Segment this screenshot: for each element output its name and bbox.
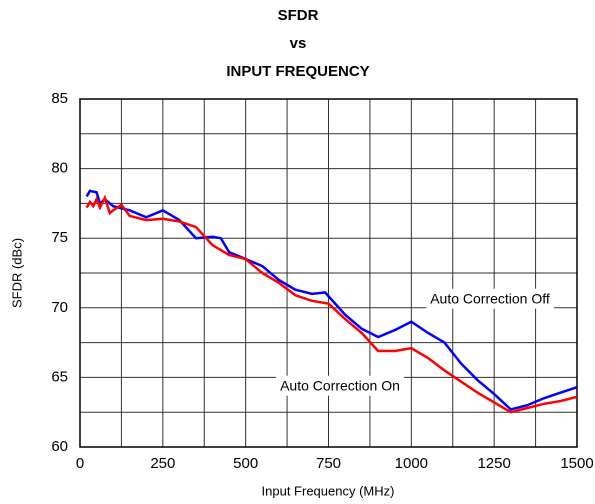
- chart-title: SFDR: [278, 7, 319, 24]
- y-tick-label: 85: [51, 90, 68, 107]
- y-tick-label: 75: [51, 229, 68, 246]
- x-tick-label: 1500: [560, 455, 593, 472]
- x-tick-label: 500: [233, 455, 258, 472]
- x-tick-label: 1000: [395, 455, 428, 472]
- series-label: Auto Correction Off: [430, 291, 550, 307]
- x-tick-label: 0: [76, 455, 84, 472]
- y-tick-label: 65: [51, 368, 68, 385]
- label-background: [426, 288, 554, 309]
- x-tick-label: 750: [316, 455, 341, 472]
- series-label: Auto Correction On: [280, 378, 400, 394]
- y-tick-label: 60: [51, 438, 68, 455]
- chart-title: INPUT FREQUENCY: [226, 63, 369, 80]
- data-line: [85, 194, 578, 414]
- y-tick-label: 80: [51, 160, 68, 177]
- y-axis-label: SFDR (dBc): [9, 238, 24, 308]
- plot-frame: [79, 98, 578, 448]
- chart-title: vs: [290, 35, 307, 52]
- x-axis-label: Input Frequency (MHz): [262, 483, 395, 498]
- x-tick-label: 250: [150, 455, 175, 472]
- label-background: [276, 375, 404, 396]
- y-tick-label: 70: [51, 299, 68, 316]
- x-tick-label: 1250: [477, 455, 510, 472]
